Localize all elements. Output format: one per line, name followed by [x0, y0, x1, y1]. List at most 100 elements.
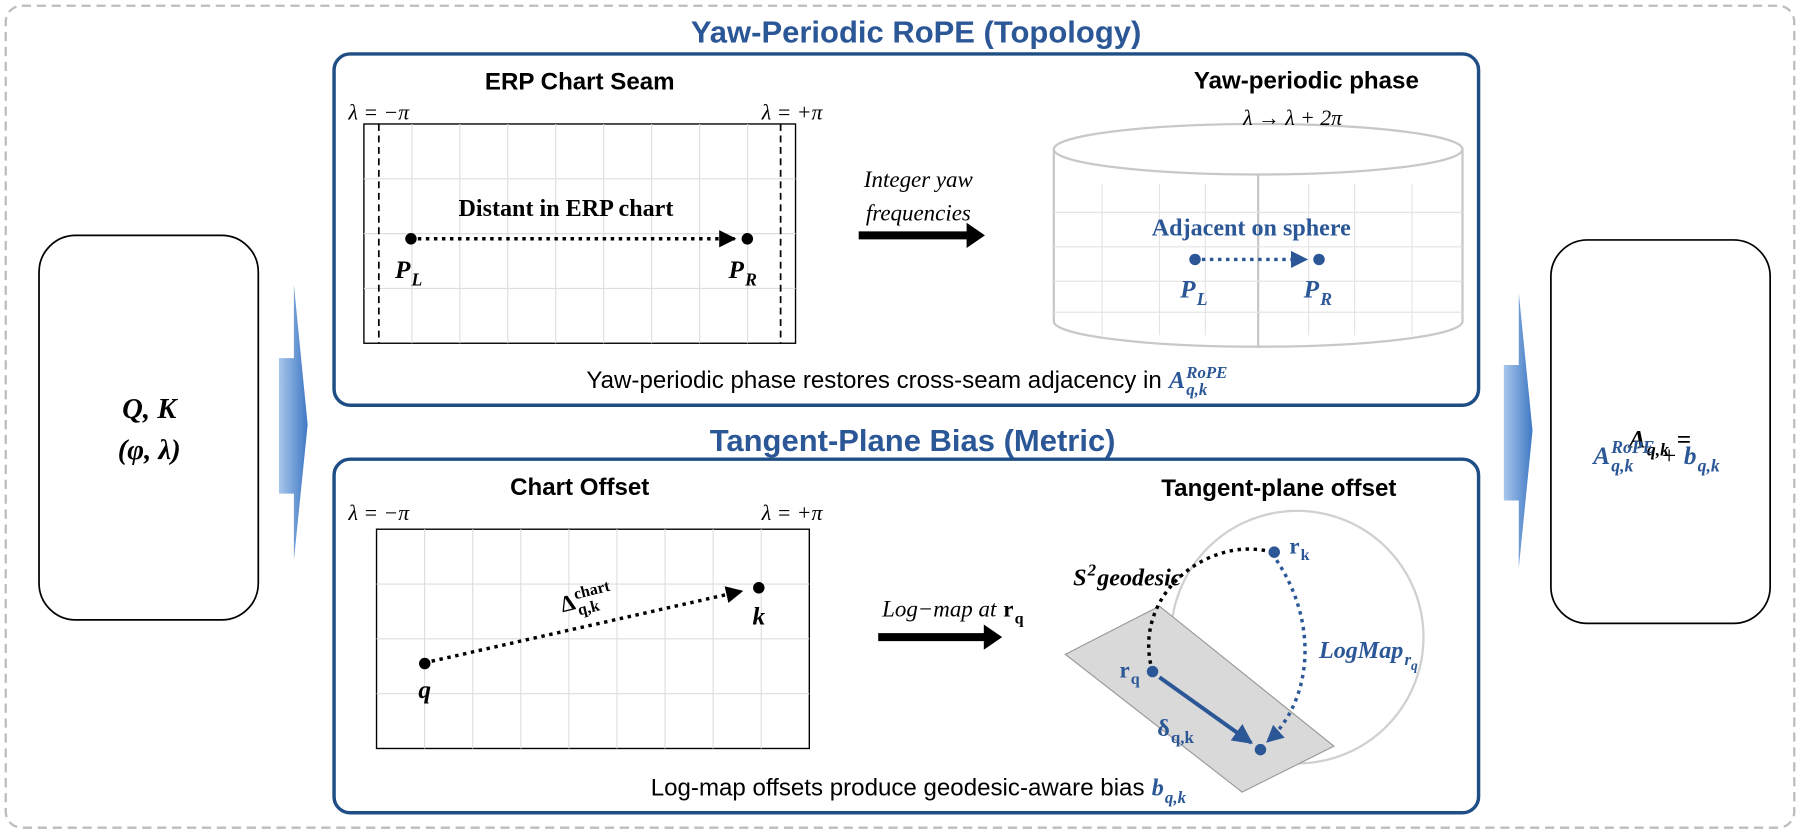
output-label: A — [1591, 442, 1610, 470]
geodesic-curve — [1146, 547, 1268, 673]
output-label-sup: RoPE — [1610, 437, 1654, 457]
flow-arrow — [278, 284, 308, 561]
subtitle: Chart Offset — [510, 474, 649, 501]
point-label-sub: R — [1319, 289, 1332, 309]
caption-sub: q,k — [1165, 788, 1187, 807]
chart-grid — [376, 529, 810, 749]
seam-label: λ = +π — [761, 100, 824, 124]
output-label-sub: q,k — [1647, 439, 1669, 459]
offset-label-sub: q,k — [1171, 728, 1195, 747]
point-label: P — [728, 256, 745, 284]
transform-label: frequencies — [866, 200, 971, 225]
point-label: k — [752, 602, 765, 630]
caption-sup: RoPE — [1185, 363, 1227, 382]
seam-label: λ = −π — [347, 100, 410, 124]
transform-label: Log−map at — [881, 596, 997, 621]
caption: Log-map offsets produce geodesic-aware b… — [651, 775, 1187, 807]
output-label: = — [1677, 426, 1691, 454]
caption: A — [1167, 368, 1185, 394]
seam-label: λ = +π — [761, 100, 824, 124]
panel-title: Yaw-Periodic RoPE (Topology) — [691, 14, 1141, 49]
point-label-sub: L — [411, 269, 423, 289]
point-label-sub: L — [1196, 289, 1208, 309]
tangent-plane — [1064, 605, 1335, 793]
seam-label: λ = +π — [761, 501, 824, 525]
logmap-label: LogMap r q — [1318, 638, 1418, 673]
input-label: Q, K — [122, 393, 178, 425]
seam-label: λ = −π — [347, 501, 410, 525]
subtitle: ERP Chart Seam — [485, 69, 675, 96]
point-label: P — [394, 256, 411, 284]
top-panel — [332, 52, 1481, 407]
point — [741, 233, 754, 245]
logmap-label-sub: q — [1411, 658, 1418, 673]
annotation: Adjacent on sphere — [1152, 215, 1351, 241]
point — [1254, 743, 1267, 756]
caption: b — [1152, 776, 1164, 802]
formula: λ → λ + 2π — [1242, 106, 1343, 130]
logmap-curve — [1266, 559, 1307, 743]
output-label: + — [1662, 442, 1676, 470]
seam-label: λ = +π — [761, 501, 824, 525]
offset-vector — [1158, 675, 1253, 745]
subtitle: Tangent-plane offset — [1161, 475, 1396, 502]
formula: λ → λ + 2π — [1242, 106, 1343, 130]
output-box — [1550, 239, 1772, 625]
offset-label: δ q,k — [1157, 716, 1194, 747]
geodesic-label: S — [1073, 565, 1086, 591]
panel-title: Tangent-Plane Bias (Metric) — [710, 423, 1116, 458]
point-label: q — [418, 676, 431, 704]
input-label: (φ, λ) — [118, 434, 181, 466]
bottom-panel — [332, 457, 1481, 815]
offset-label-sub: q,k — [576, 597, 601, 619]
output-label: b — [1684, 442, 1697, 470]
seam-label: λ = −π — [347, 501, 410, 525]
transform-label: Log−map at r q — [881, 596, 1023, 627]
input-label: (φ, λ) — [118, 434, 181, 466]
subtitle: Tangent-plane offset — [1161, 475, 1396, 502]
geodesic-label: S 2 geodesic — [1073, 560, 1182, 591]
transform-label: Integer yaw — [863, 167, 974, 192]
point-label: P — [1303, 275, 1320, 303]
panel-title: Yaw-Periodic RoPE (Topology) — [691, 14, 1141, 49]
annotation: Adjacent on sphere — [1152, 215, 1351, 241]
transform-label: Integer yaw — [863, 167, 974, 192]
flow-arrow — [1503, 292, 1533, 569]
transform-label-sub: q — [1015, 610, 1024, 627]
point — [1189, 253, 1201, 266]
cylinder — [1052, 122, 1464, 348]
point — [419, 657, 431, 670]
point — [1313, 253, 1325, 266]
logmap-label: LogMap — [1318, 638, 1403, 664]
output-label: A — [1627, 426, 1646, 454]
input-box — [38, 234, 260, 621]
logmap-label-sub: r — [1404, 650, 1411, 669]
seam-label: λ = −π — [347, 100, 410, 124]
transform-arrow-head — [966, 222, 985, 248]
subtitle: Yaw-periodic phase — [1194, 67, 1419, 94]
point-label-sub: k — [1301, 547, 1310, 564]
chart-grid — [363, 123, 796, 344]
subtitle: ERP Chart Seam — [485, 69, 675, 96]
offset-label: δ — [1157, 716, 1170, 742]
point-label: r — [1289, 533, 1299, 558]
transform-label: r — [1003, 596, 1013, 621]
annotation: Distant in ERP chart — [459, 196, 674, 222]
output-label-sub: q,k — [1611, 455, 1633, 475]
subtitle: Yaw-periodic phase — [1194, 67, 1419, 94]
caption: Log-map offsets produce geodesic-aware b… — [651, 775, 1145, 802]
caption: Yaw-periodic phase restores cross-seam a… — [586, 367, 1161, 394]
point-label: r — [1119, 657, 1129, 682]
caption: Yaw-periodic phase restores cross-seam a… — [586, 363, 1227, 399]
transform-label: frequencies — [866, 200, 971, 225]
transform-arrow-head — [983, 624, 1003, 650]
